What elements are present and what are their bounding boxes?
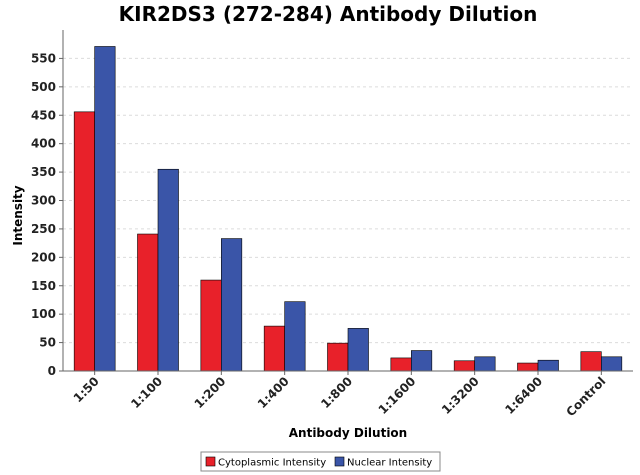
y-tick-label-350: 350 [31,165,56,179]
y-tick-label-50: 50 [39,336,56,350]
gridlines [63,57,633,344]
legend-swatch-cytoplasmic [205,456,216,467]
bar-cytoplasmic-5 [327,342,349,372]
y-tick-label-200: 200 [31,250,56,264]
bar-nuclear-9 [601,356,623,372]
x-tick-label-4: 1:400 [255,374,292,411]
bar-nuclear-2 [157,168,179,372]
y-ticks: 0 50 100 150 200 250 300 350 400 450 500 550 [31,51,63,378]
x-tick-label-9: Control [563,374,608,419]
bar-nuclear-3 [221,238,243,372]
chart-title: KIR2DS3 (272-284) Antibody Dilution [119,2,538,26]
bar-nuclear-7 [474,356,496,372]
legend-label-nuclear: Nuclear Intensity [347,458,432,469]
bars [73,46,623,372]
y-tick-label-300: 300 [31,194,56,208]
y-tick-label-450: 450 [31,108,56,122]
bar-cytoplasmic-1 [73,111,95,372]
x-tick-label-6: 1:1600 [376,374,419,417]
y-tick-label-150: 150 [31,279,56,293]
y-tick-label-550: 550 [31,51,56,65]
x-tick-label-7: 1:3200 [439,374,482,417]
y-axis-title: Intensity [11,185,25,245]
bar-cytoplasmic-2 [137,233,159,372]
x-tick-label-8: 1:6400 [502,374,545,417]
x-ticks: 1:50 1:100 1:200 1:400 1:800 1:1600 1:3200 1:64… [71,371,608,419]
x-tick-label-3: 1:200 [192,374,229,411]
bar-nuclear-8 [537,359,559,372]
x-tick-label-1: 1:50 [71,374,102,405]
bar-nuclear-4 [284,301,306,372]
y-tick-label-100: 100 [31,307,56,321]
bar-nuclear-6 [411,350,433,372]
bar-cytoplasmic-4 [263,325,285,372]
bar-nuclear-1 [94,46,116,372]
y-tick-label-0: 0 [48,364,56,378]
x-tick-label-2: 1:100 [128,374,165,411]
x-tick-label-5: 1:800 [318,374,355,411]
bar-cytoplasmic-9 [580,351,602,372]
legend-swatch-nuclear [334,456,345,467]
x-axis-title: Antibody Dilution [289,426,407,440]
legend-label-cytoplasmic: Cytoplasmic Intensity [218,458,326,469]
bar-cytoplasmic-3 [200,279,222,372]
y-tick-label-500: 500 [31,80,56,94]
bar-cytoplasmic-7 [453,360,475,372]
y-tick-label-400: 400 [31,137,56,151]
legend-box [200,451,441,472]
legend: Cytoplasmic Intensity Nuclear Intensity [200,451,441,472]
bar-cytoplasmic-6 [390,357,412,372]
bar-nuclear-5 [347,328,369,372]
y-tick-label-250: 250 [31,222,56,236]
bar-cytoplasmic-8 [517,362,539,372]
